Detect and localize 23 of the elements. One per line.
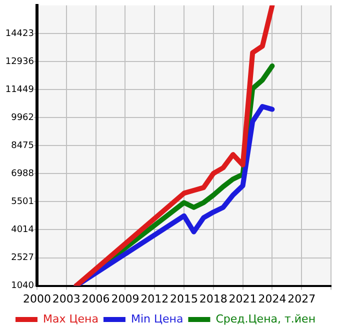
y-tick-label: 6988 (11, 168, 34, 179)
y-tick-label: 1040 (11, 281, 34, 292)
y-tick-label: 4014 (11, 225, 34, 236)
x-tick-label: 2021 (228, 292, 257, 306)
x-tick-label: 2006 (82, 292, 110, 306)
x-tick-label: 2018 (199, 292, 228, 306)
y-tick-label: 12936 (5, 56, 34, 67)
legend-label: Max Цена (42, 312, 98, 326)
legend-label: Сред.Цена, т.йен (216, 312, 316, 326)
y-tick-label: 11449 (5, 84, 34, 95)
x-tick-label: 2003 (52, 292, 80, 306)
y-tick-label: 2527 (11, 253, 34, 264)
x-tick-label: 2015 (170, 292, 198, 306)
x-tick-label: 2000 (23, 292, 51, 306)
x-tick-label: 2024 (258, 292, 286, 306)
y-tick-label: 8475 (11, 140, 34, 151)
y-tick-label: 14423 (5, 28, 34, 39)
y-tick-label: 5501 (11, 197, 34, 208)
x-tick-label: 2009 (111, 292, 140, 306)
x-tick-label: 2027 (288, 292, 316, 306)
legend-label: Min Цена (130, 312, 184, 326)
x-tick-label: 2012 (140, 292, 169, 306)
y-tick-label: 9962 (11, 112, 34, 123)
